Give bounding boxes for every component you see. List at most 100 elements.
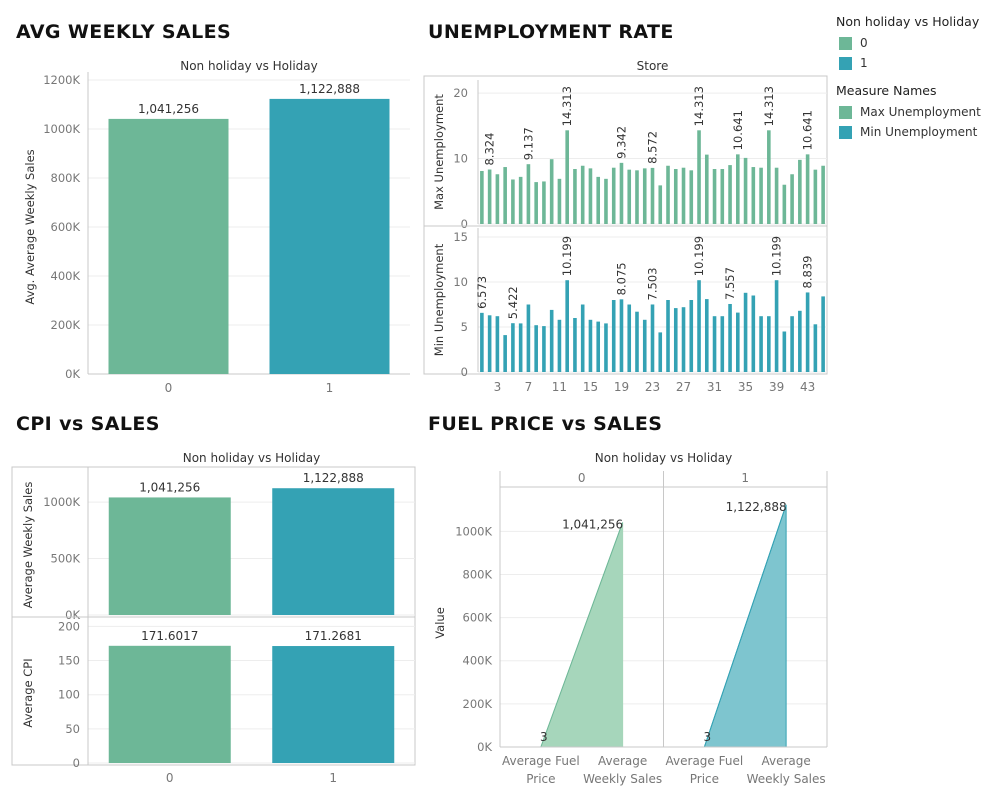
bar <box>813 324 818 372</box>
x-tick-label: 27 <box>676 380 691 394</box>
title-fuel-price-vs-sales: FUEL PRICE vs SALES <box>428 413 663 435</box>
x-tick-label: Average Fuel <box>502 754 580 768</box>
legend-label-1: 1 <box>860 56 868 70</box>
bar <box>681 307 686 372</box>
bar <box>573 169 577 224</box>
x-tick-label: Average Fuel <box>666 754 744 768</box>
bar <box>673 308 678 372</box>
bar <box>627 169 632 224</box>
bar <box>526 304 531 372</box>
y-tick-label: 15 <box>453 230 468 244</box>
x-tick-label: Price <box>526 772 555 786</box>
y-tick-label: 5 <box>461 320 468 334</box>
y-tick-label: 1000K <box>455 524 492 538</box>
bar <box>619 299 624 372</box>
legend-label-min: Min Unemployment <box>860 125 978 139</box>
y-axis-label: Value <box>433 607 447 639</box>
data-label: 5.422 <box>506 286 520 319</box>
bar <box>673 169 678 224</box>
bar <box>272 646 395 763</box>
unemployment-rate-chart: Store 0 10 20 Max Unemployment 8.324 9.137 14.3… <box>423 59 828 394</box>
data-label: 171.6017 <box>141 629 198 643</box>
bar <box>642 319 647 372</box>
y-tick-label: 150 <box>58 654 80 668</box>
legend-item-min-unemployment[interactable]: Min Unemployment <box>836 122 996 142</box>
bar <box>627 304 632 372</box>
bar <box>650 167 655 224</box>
bar <box>720 316 725 372</box>
x-tick-label: 3 <box>494 380 502 394</box>
y-tick-label: 1000K <box>43 495 80 509</box>
panel-header: 0 <box>578 471 586 485</box>
title-avg-weekly-sales: AVG WEEKLY SALES <box>16 21 232 43</box>
bar <box>658 332 663 372</box>
bar <box>503 167 507 224</box>
bar <box>549 309 554 372</box>
bar <box>743 292 748 372</box>
legend-holiday-title: Non holiday vs Holiday <box>836 14 980 29</box>
x-tick-label: Price <box>690 772 719 786</box>
data-label: 1,041,256 <box>138 102 199 116</box>
data-label: 8.324 <box>483 133 497 166</box>
bar <box>751 295 756 372</box>
data-label: 7.557 <box>723 267 737 300</box>
x-tick-label: 39 <box>769 380 784 394</box>
bar <box>712 169 717 224</box>
bar <box>573 318 577 372</box>
bar <box>557 178 562 224</box>
legend-label-0: 0 <box>860 36 868 50</box>
legend-item-holiday-0[interactable]: 0 <box>836 33 996 53</box>
bar <box>604 323 608 372</box>
bar <box>542 326 546 372</box>
bar <box>549 159 554 224</box>
bar <box>704 299 709 372</box>
bar <box>728 165 732 224</box>
bar <box>697 280 701 372</box>
y-tick-label: 100 <box>58 688 80 702</box>
title-cpi-vs-sales: CPI vs SALES <box>16 413 160 435</box>
bar <box>666 165 670 224</box>
bar <box>511 323 515 372</box>
y-tick-label: 10 <box>453 275 468 289</box>
bar <box>487 315 492 372</box>
legend-swatch-min <box>839 125 852 139</box>
y-axis-label: Max Unemployment <box>432 94 446 210</box>
bar <box>790 316 794 372</box>
data-label: 1,122,888 <box>303 471 364 485</box>
bar <box>557 319 562 372</box>
y-tick-label: 0K <box>477 740 492 754</box>
bar <box>635 170 639 224</box>
bar <box>534 182 538 224</box>
legend-item-max-unemployment[interactable]: Max Unemployment <box>836 102 996 122</box>
y-tick-label: 400K <box>463 654 493 668</box>
bar <box>108 497 231 615</box>
legend-swatch-max <box>839 105 852 119</box>
data-label: 8.075 <box>614 262 628 295</box>
bar <box>821 296 825 372</box>
bar <box>767 316 771 372</box>
bar <box>480 170 484 224</box>
data-label: 7.503 <box>646 268 660 301</box>
legend-swatch-1 <box>839 56 852 70</box>
x-tick-label: 15 <box>583 380 598 394</box>
legend-swatch-0 <box>839 36 852 50</box>
legend-item-holiday-1[interactable]: 1 <box>836 53 996 73</box>
chart-header: Store <box>637 59 669 73</box>
bar <box>743 157 748 224</box>
bar <box>736 312 740 372</box>
legend-label-max: Max Unemployment <box>860 105 981 119</box>
data-label: 1,041,256 <box>139 480 200 494</box>
bar <box>596 176 601 224</box>
y-tick-label: 0K <box>65 367 80 381</box>
fuel-price-vs-sales-chart: Non holiday vs Holiday 0K 200K 400K 600K 800K… <box>433 451 828 786</box>
x-tick-label: 0 <box>166 771 174 785</box>
bar <box>666 300 670 372</box>
x-tick-label: 19 <box>614 380 629 394</box>
area-line <box>540 522 624 748</box>
bar <box>511 179 515 224</box>
panel-frame <box>423 75 828 375</box>
bar <box>518 323 523 372</box>
bar <box>658 185 663 224</box>
bar <box>596 321 601 372</box>
bar <box>759 316 763 372</box>
